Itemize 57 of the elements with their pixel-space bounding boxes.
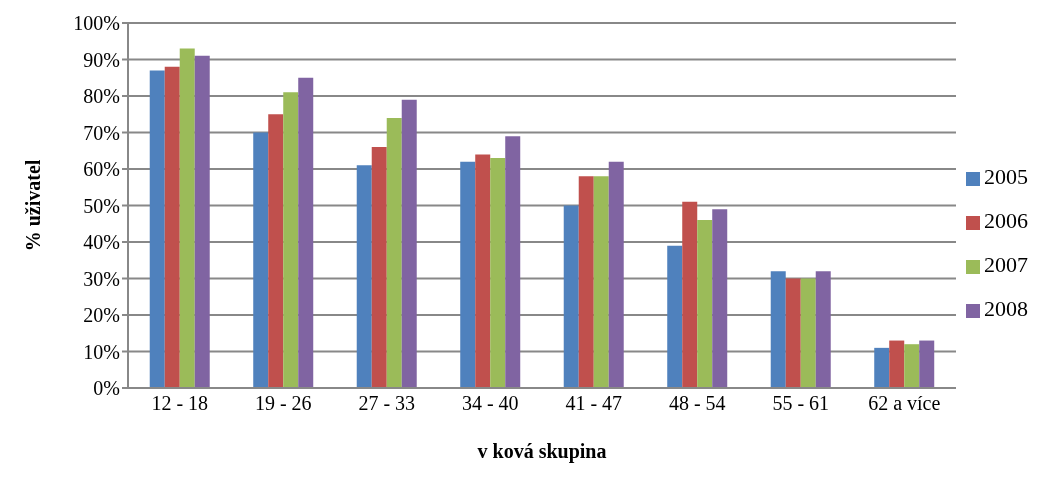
legend-label: 2008 [984, 296, 1028, 321]
bar [874, 347, 890, 388]
x-tick-label: 62 a více [868, 392, 941, 415]
bar [505, 136, 521, 388]
bar [667, 245, 683, 388]
bar [475, 154, 491, 388]
x-tick-label: 34 - 40 [461, 392, 519, 415]
y-tick-label: 30% [83, 267, 120, 290]
bar [371, 147, 387, 388]
bar [919, 340, 935, 388]
legend-label: 2007 [984, 252, 1028, 277]
x-tick-label: 48 - 54 [668, 392, 726, 415]
bar [578, 176, 594, 388]
bar [298, 77, 314, 388]
y-tick-label: 0% [93, 377, 120, 400]
bar [904, 344, 920, 388]
bar [490, 158, 506, 388]
bar [815, 271, 831, 388]
x-tick-label: 55 - 61 [772, 392, 830, 415]
x-axis-title: v ková skupina [477, 440, 607, 463]
bar [563, 205, 579, 388]
y-tick-label: 80% [83, 85, 120, 108]
x-tick-label: 12 - 18 [151, 392, 209, 415]
x-tick-label: 19 - 26 [254, 392, 312, 415]
y-tick-label: 70% [83, 121, 120, 144]
bar [785, 278, 801, 388]
bar [682, 201, 698, 388]
bar [386, 117, 402, 388]
bar [268, 114, 284, 388]
bar [889, 340, 905, 388]
bar [179, 48, 195, 388]
y-tick-label: 100% [73, 12, 120, 35]
bar [460, 161, 476, 388]
y-tick-label: 90% [83, 48, 120, 71]
y-tick-label: 50% [83, 194, 120, 217]
bar [770, 271, 786, 388]
bar [194, 55, 210, 388]
bar [593, 176, 609, 388]
bar [800, 278, 816, 388]
y-tick-label: 40% [83, 231, 120, 254]
bar [253, 132, 269, 388]
bar [712, 209, 728, 388]
bar [149, 70, 165, 388]
x-tick-label: 41 - 47 [565, 392, 623, 415]
legend-label: 2005 [984, 164, 1028, 189]
bar [697, 220, 713, 388]
legend-label: 2006 [984, 208, 1028, 233]
bar [283, 92, 299, 388]
y-tick-label: 60% [83, 158, 120, 181]
bar [164, 66, 180, 388]
y-tick-label: 20% [83, 304, 120, 327]
y-tick-label: 10% [83, 340, 120, 363]
bar [608, 161, 624, 388]
bar [356, 165, 372, 388]
y-axis-title: % uživatel [22, 159, 45, 252]
bar [401, 99, 417, 388]
x-tick-label: 27 - 33 [358, 392, 416, 415]
